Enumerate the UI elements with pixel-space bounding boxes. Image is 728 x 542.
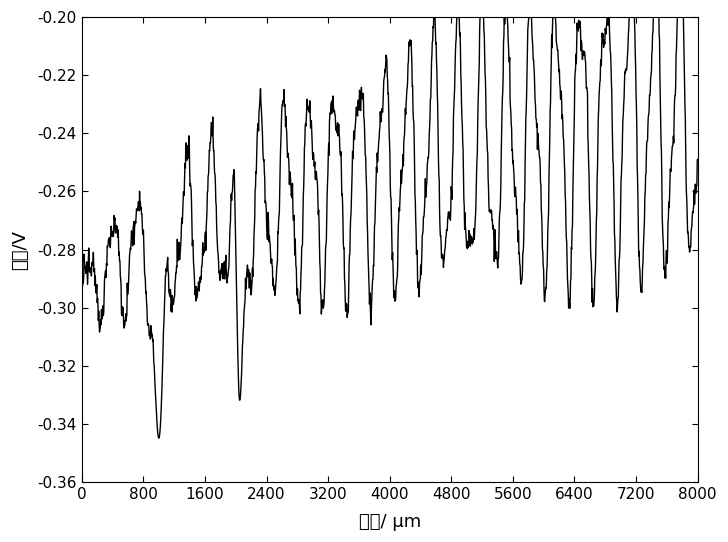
Y-axis label: 电位/V: 电位/V — [11, 229, 29, 269]
X-axis label: 长度/ μm: 长度/ μm — [359, 513, 421, 531]
